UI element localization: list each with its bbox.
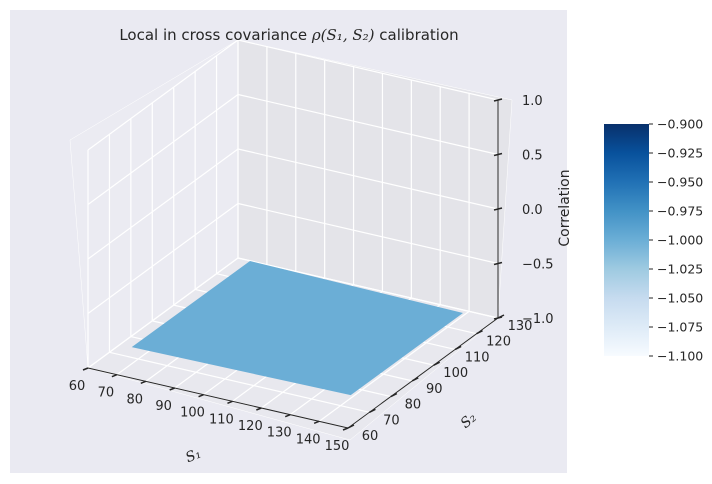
y-tick-mark <box>347 424 355 429</box>
z-tick-label: 0.5 <box>522 149 543 164</box>
x-tick-label: 120 <box>238 419 263 434</box>
colorbar-tick-label: −1.000 <box>657 233 703 248</box>
colorbar-tick-label: −1.050 <box>657 291 703 306</box>
z-tick-label: 0.0 <box>522 203 543 218</box>
y-tick-label: 90 <box>426 382 443 397</box>
colorbar-tick-label: −1.075 <box>657 320 703 335</box>
z-tick-mark <box>493 261 503 266</box>
x-tick-label: 130 <box>267 426 292 441</box>
x-tick-mark <box>82 367 89 371</box>
z-tick-mark <box>493 152 503 157</box>
y-tick-mark <box>369 408 376 413</box>
y-tick-label: 130 <box>508 319 533 334</box>
z-tick-label: 1.0 <box>522 94 543 109</box>
colorbar-tick-label: −1.025 <box>657 262 703 277</box>
z-tick-label: −0.5 <box>522 258 554 273</box>
y-tick-mark <box>476 330 483 335</box>
z-tick-mark <box>493 207 503 211</box>
y-tick-mark <box>433 361 441 366</box>
y-tick-mark <box>411 377 419 382</box>
colorbar-tick-label: −0.925 <box>657 146 703 161</box>
colorbar-tick-label: −1.100 <box>657 349 703 364</box>
x-tick-label: 60 <box>69 379 86 394</box>
x-tick-label: 100 <box>180 406 205 421</box>
surface <box>131 261 463 396</box>
x-tick-mark <box>140 380 147 385</box>
x-tick-label: 90 <box>155 399 172 414</box>
x-axis-label: S₁ <box>183 446 203 467</box>
y-tick-label: 120 <box>486 335 511 350</box>
x-tick-mark <box>313 420 320 425</box>
y-tick-label: 80 <box>405 398 422 413</box>
x-tick-label: 70 <box>98 386 115 401</box>
x-tick-mark <box>227 400 233 405</box>
y-tick-label: 100 <box>443 366 468 381</box>
colorbar-tick-label: −0.950 <box>657 175 703 190</box>
x-tick-mark <box>256 407 262 411</box>
z-tick-label: −1.0 <box>522 312 554 327</box>
x-tick-label: 80 <box>127 392 144 407</box>
x-tick-mark <box>342 427 349 431</box>
x-tick-mark <box>284 413 291 418</box>
x-tick-mark <box>198 393 204 398</box>
z-tick-mark <box>493 316 503 320</box>
colorbar-tick-label: −0.900 <box>657 117 703 132</box>
y-tick-label: 70 <box>383 413 400 428</box>
x-tick-label: 140 <box>296 432 321 447</box>
y-tick-label: 60 <box>362 429 379 444</box>
y-tick-label: 110 <box>465 350 490 365</box>
x-tick-label: 110 <box>209 412 234 427</box>
z-tick-mark <box>493 98 503 102</box>
colorbar-tick-label: −0.975 <box>657 204 703 219</box>
colorbar <box>604 124 649 356</box>
x-tick-mark <box>169 387 175 391</box>
y-tick-mark <box>390 392 398 398</box>
x-tick-mark <box>111 373 118 378</box>
x-tick-label: 150 <box>325 439 350 454</box>
z-axis-label: Correlation <box>557 169 573 246</box>
chart-title: Local in cross covariance ρ(S₁, S₂) cali… <box>119 26 458 44</box>
y-tick-mark <box>454 345 462 351</box>
